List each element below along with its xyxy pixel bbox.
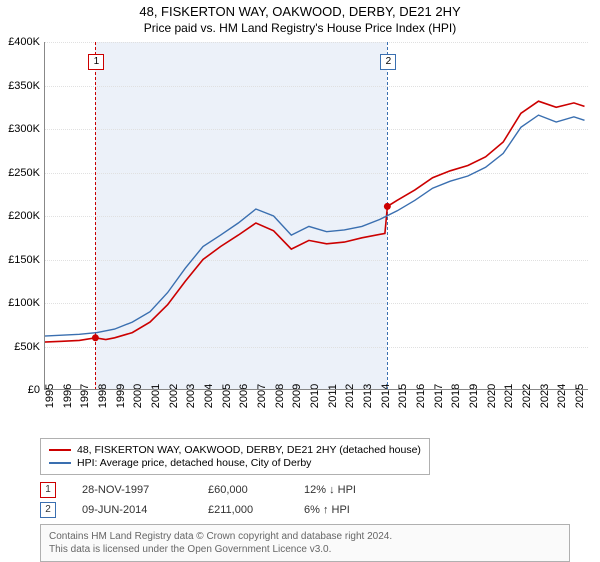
- legend-swatch: [49, 462, 71, 464]
- event-price: £211,000: [208, 504, 278, 516]
- event-date: 09-JUN-2014: [82, 504, 182, 516]
- legend-label: 48, FISKERTON WAY, OAKWOOD, DERBY, DE21 …: [77, 444, 421, 456]
- legend-label: HPI: Average price, detached house, City…: [77, 457, 311, 469]
- sale-events: 1 28-NOV-1997 £60,000 12% ↓ HPI 2 09-JUN-2014…: [40, 478, 356, 522]
- event-date: 28-NOV-1997: [82, 484, 182, 496]
- event-badge: 2: [40, 502, 56, 518]
- y-axis-label: £250K: [8, 167, 44, 179]
- series-property: [44, 101, 585, 342]
- chart-lines: [44, 42, 588, 390]
- series-hpi: [44, 115, 585, 336]
- price-chart: £0£50K£100K£150K£200K£250K£300K£350K£400…: [44, 42, 588, 390]
- sale-point: [384, 203, 391, 210]
- event-badge: 1: [40, 482, 56, 498]
- x-axis: [44, 389, 588, 390]
- event-price: £60,000: [208, 484, 278, 496]
- sale-point: [92, 334, 99, 341]
- legend: 48, FISKERTON WAY, OAKWOOD, DERBY, DE21 …: [40, 438, 430, 475]
- y-axis-label: £0: [28, 384, 44, 396]
- y-axis-label: £400K: [8, 36, 44, 48]
- attribution-line-1: Contains HM Land Registry data © Crown c…: [49, 530, 561, 543]
- event-row: 2 09-JUN-2014 £211,000 6% ↑ HPI: [40, 502, 356, 518]
- event-delta: 6% ↑ HPI: [304, 504, 350, 516]
- event-delta: 12% ↓ HPI: [304, 484, 356, 496]
- page-subtitle: Price paid vs. HM Land Registry's House …: [0, 21, 600, 39]
- y-axis-label: £300K: [8, 123, 44, 135]
- legend-item: HPI: Average price, detached house, City…: [49, 457, 421, 469]
- legend-swatch: [49, 449, 71, 451]
- y-axis-label: £350K: [8, 80, 44, 92]
- data-attribution: Contains HM Land Registry data © Crown c…: [40, 524, 570, 562]
- event-row: 1 28-NOV-1997 £60,000 12% ↓ HPI: [40, 482, 356, 498]
- page-title: 48, FISKERTON WAY, OAKWOOD, DERBY, DE21 …: [0, 0, 600, 21]
- legend-item: 48, FISKERTON WAY, OAKWOOD, DERBY, DE21 …: [49, 444, 421, 456]
- y-axis: [44, 42, 45, 390]
- y-axis-label: £150K: [8, 254, 44, 266]
- y-axis-label: £50K: [14, 341, 44, 353]
- attribution-line-2: This data is licensed under the Open Gov…: [49, 543, 561, 556]
- y-axis-label: £100K: [8, 297, 44, 309]
- y-axis-label: £200K: [8, 210, 44, 222]
